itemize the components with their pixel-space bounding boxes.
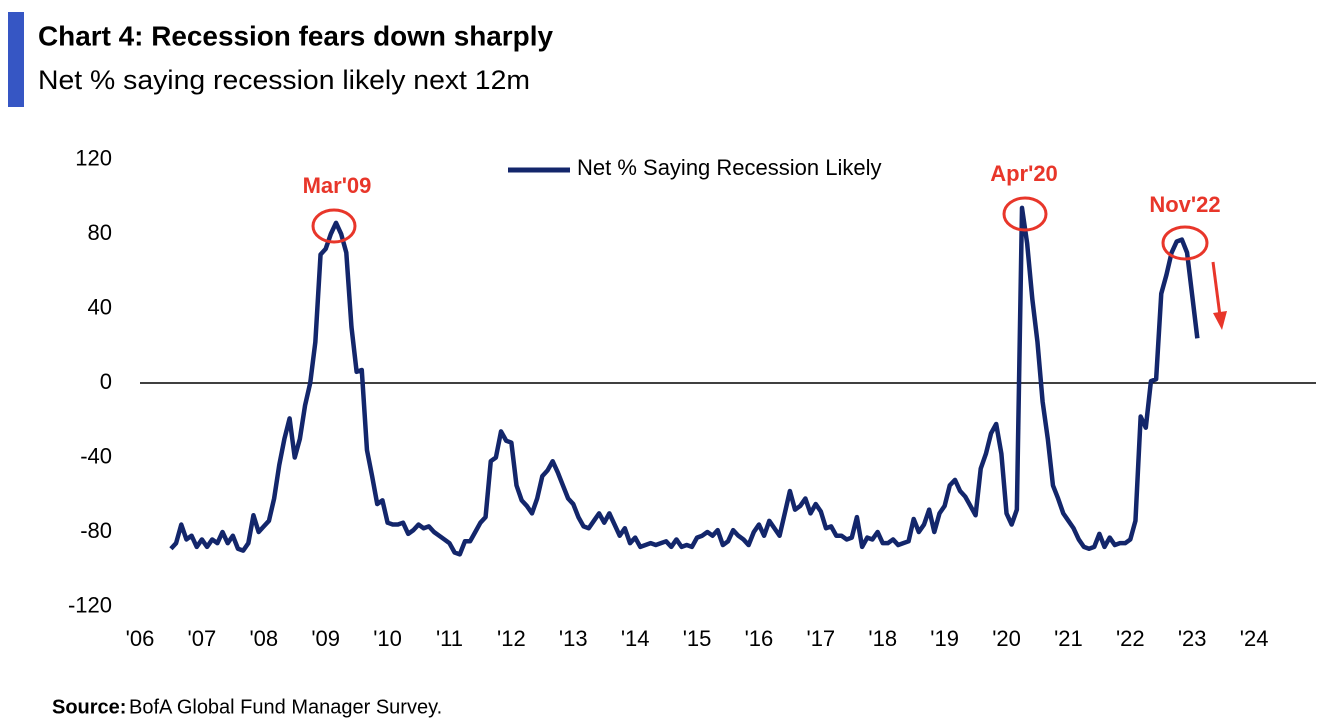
annotations: Mar'09 Apr'20 Nov'22 — [303, 161, 1227, 330]
chart-subtitle: Net % saying recession likely next 12m — [38, 65, 530, 95]
x-tick-label: '11 — [436, 626, 463, 651]
annotation-circle — [311, 208, 357, 244]
x-tick-label: '20 — [992, 626, 1021, 651]
annotation: Nov'22 — [1149, 192, 1220, 217]
legend: Net % Saying Recession Likely — [508, 155, 881, 180]
y-tick-label: 80 — [88, 220, 112, 245]
x-tick-label: '21 — [1054, 626, 1083, 651]
annotation-circle — [1161, 225, 1209, 261]
chart-title: Chart 4: Recession fears down sharply — [38, 20, 553, 51]
x-tick-label: '19 — [930, 626, 959, 651]
annotation-arrowhead — [1213, 311, 1227, 330]
y-tick-label: -40 — [80, 443, 112, 468]
x-tick-label: '17 — [807, 626, 836, 651]
x-tick-label: '23 — [1178, 626, 1207, 651]
legend-label: Net % Saying Recession Likely — [577, 155, 881, 180]
annotation-circle — [1002, 196, 1048, 232]
x-tick-label: '09 — [311, 626, 340, 651]
x-tick-label: '18 — [868, 626, 897, 651]
source-label: Source: — [52, 696, 126, 718]
annotation-arrow — [1211, 261, 1222, 317]
x-tick-label: '10 — [373, 626, 402, 651]
title-bar — [8, 12, 24, 107]
x-tick-label: '13 — [559, 626, 588, 651]
plot-area — [169, 205, 1200, 557]
source: BofA Global Fund Manager Survey. — [129, 696, 442, 718]
x-tick-label: '07 — [188, 626, 217, 651]
x-tick-label: '22 — [1116, 626, 1145, 651]
series-line — [169, 205, 1200, 557]
x-tick-label: '12 — [497, 626, 526, 651]
x-tick-label: '24 — [1240, 626, 1269, 651]
annotation: Mar'09 — [303, 173, 372, 198]
y-tick-label: 40 — [88, 294, 112, 319]
x-tick-label: '08 — [249, 626, 278, 651]
y-tick-label: 0 — [100, 369, 112, 394]
x-tick-label: '16 — [745, 626, 774, 651]
x-tick-label: '15 — [683, 626, 712, 651]
y-tick-label: -120 — [68, 592, 112, 617]
grid: -120 -80 -40 0 40 80 120 '06 '07 '08 '09 '10 '11 '12 '… — [68, 145, 1316, 651]
x-tick-label: '14 — [621, 626, 650, 651]
x-tick-label: '06 — [126, 626, 155, 651]
y-tick-label: -80 — [80, 518, 112, 543]
y-tick-label: 120 — [75, 145, 112, 170]
annotation: Apr'20 — [990, 161, 1058, 186]
